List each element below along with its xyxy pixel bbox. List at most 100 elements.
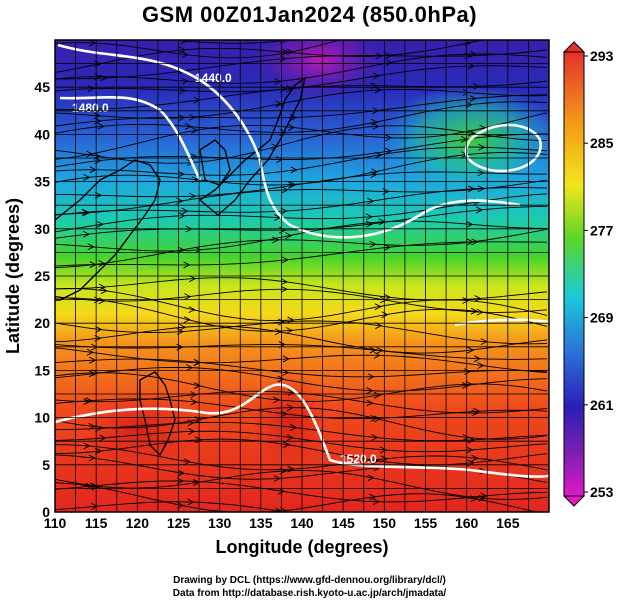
colorbar-bar (563, 51, 585, 497)
y-tick-label: 5 (42, 457, 50, 473)
streamline-arrow (374, 415, 382, 423)
y-tick-label: 40 (34, 126, 50, 142)
streamline-arrow (280, 507, 288, 512)
streamline-arrow (180, 40, 188, 45)
streamline-arrow (176, 328, 185, 336)
streamline-arrow (176, 477, 185, 485)
streamline-arrow (469, 95, 477, 102)
streamline-arrow (273, 475, 281, 482)
contour-label-1440: 1440.0 (195, 71, 232, 85)
streamline-arrow (281, 186, 289, 194)
x-tick-label: 115 (85, 515, 108, 531)
streamline-arrow (372, 122, 380, 130)
streamline-arrow (473, 407, 481, 415)
streamline-arrow (178, 87, 187, 94)
streamline-arrow (381, 311, 389, 319)
x-tick-label: 120 (126, 515, 150, 531)
streamline-arrow (277, 375, 285, 383)
streamline-arrow (98, 260, 106, 267)
streamline-arrow (371, 434, 379, 441)
streamline-arrow (463, 10, 469, 16)
streamline-arrow (369, 346, 377, 354)
streamline (167, 40, 291, 44)
x-tick-label: 130 (208, 515, 232, 531)
streamline-arrow (96, 221, 104, 228)
colorbar-label: 285 (590, 135, 614, 151)
streamline-arrow (191, 126, 199, 134)
streamline-arrow (368, 493, 377, 501)
streamline-arrow (176, 501, 185, 509)
x-tick-label: 155 (414, 515, 438, 531)
streamline-arrow (290, 166, 298, 174)
streamline-arrow (475, 206, 484, 214)
streamline-arrow (181, 207, 189, 215)
x-tick-label: 140 (290, 515, 314, 531)
streamline-arrow (83, 32, 89, 38)
streamline-arrow (183, 316, 191, 324)
streamline-arrow (375, 322, 383, 330)
streamline-arrow (88, 370, 97, 378)
streamline-arrow (282, 355, 290, 363)
streamline-arrow (194, 246, 202, 254)
y-tick-label: 25 (34, 268, 50, 284)
streamline-arrow (472, 82, 481, 90)
streamline-arrow (178, 114, 186, 122)
streamline-arrow (471, 409, 479, 417)
y-tick-label: 45 (34, 79, 50, 95)
streamline-arrow (94, 157, 102, 165)
streamline-arrow (277, 487, 286, 495)
streamline-arrow (282, 48, 290, 56)
streamline-arrow (100, 74, 108, 82)
streamline-arrow (181, 77, 189, 85)
streamline-arrow (288, 180, 296, 188)
streamline-arrow (473, 355, 482, 363)
colorbar: 293 285 277 269 261 253 (562, 41, 614, 507)
streamline-arrow (86, 150, 94, 158)
lat-lon-grid (55, 40, 549, 512)
x-tick-labels: 110 115 120 125 130 135 140 145 150 155 160 165 (44, 515, 520, 531)
contour-1520 (55, 383, 549, 478)
korea-coast (199, 139, 231, 186)
streamline-arrow (280, 285, 288, 293)
streamline-arrow (465, 101, 473, 109)
streamline-arrow (365, 213, 374, 221)
streamline-arrow (95, 326, 103, 333)
streamline-arrow (477, 185, 485, 193)
colorbar-bottom-arrow (562, 495, 586, 507)
y-tick-label: 20 (34, 315, 50, 331)
streamline-arrow (465, 380, 473, 388)
streamline-arrow (372, 498, 380, 506)
contour-1480 (59, 95, 202, 181)
streamline-arrow (373, 391, 382, 399)
streamline-arrow (94, 191, 102, 199)
streamline-arrow (276, 156, 284, 163)
colorbar-label: 253 (590, 484, 614, 500)
streamline-arrow (285, 232, 293, 240)
streamline-arrow (371, 168, 379, 176)
streamline-arrow (281, 256, 289, 264)
map-title: GSM 00Z01Jan2024 (850.0hPa) (141, 2, 478, 27)
streamline-arrow (370, 82, 378, 90)
streamline-arrow (367, 474, 375, 482)
x-axis-title: Longitude (degrees) (215, 537, 388, 557)
streamline-arrow (372, 457, 380, 465)
streamline-arrow (384, 52, 393, 60)
streamline-arrow (471, 454, 479, 462)
streamline-arrow (185, 364, 194, 372)
streamline-arrow (469, 50, 477, 58)
streamline-arrow (91, 483, 99, 491)
streamline-arrow (374, 303, 382, 311)
streamline-arrow (480, 492, 488, 500)
streamline-arrow (195, 436, 203, 444)
contour-1440 (57, 43, 521, 239)
streamline-arrow (189, 275, 197, 283)
x-tick-label: 150 (373, 515, 397, 531)
streamline-arrow (97, 122, 105, 130)
streamline-arrow (385, 134, 393, 142)
y-tick-label: 35 (34, 174, 50, 190)
streamline-arrow (91, 503, 99, 510)
streamline-arrow (367, 373, 375, 381)
credit-line-1: Drawing by DCL (https://www.gfd-dennou.o… (173, 575, 446, 586)
streamline-arrow (282, 441, 291, 449)
streamline-arrow (193, 382, 202, 389)
